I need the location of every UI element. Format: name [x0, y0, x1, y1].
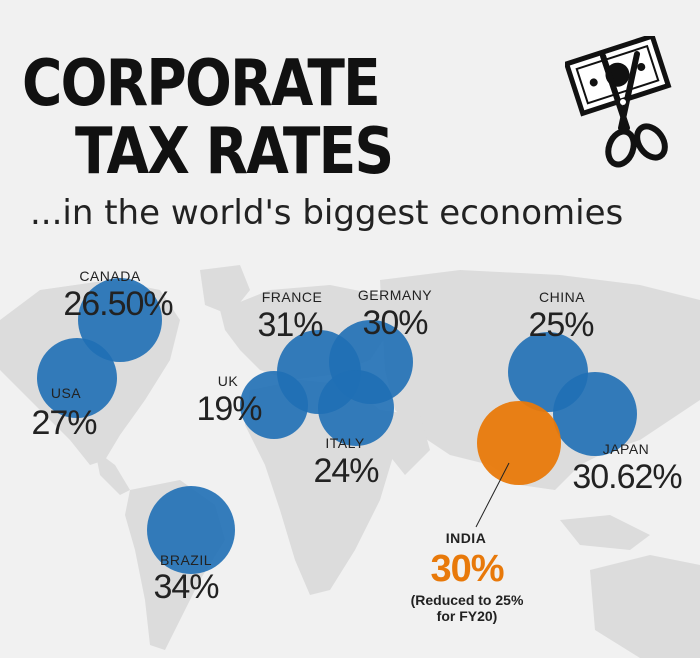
bubble-usa — [37, 338, 117, 418]
bubble-japan — [553, 372, 637, 456]
country-name-germany: GERMANY — [357, 287, 433, 303]
tax-rate-italy: 24% — [313, 452, 379, 490]
tax-rate-japan: 30.62% — [572, 458, 682, 496]
tax-rate-france: 31% — [257, 306, 323, 344]
india-note-line-2: for FY20) — [436, 608, 498, 624]
subtitle: ...in the world's biggest economies — [30, 193, 624, 233]
title-line-2: TAX RATES — [75, 115, 394, 189]
tax-rate-brazil: 34% — [153, 568, 219, 606]
india-leader-line — [475, 462, 510, 528]
bubble-italy — [318, 370, 394, 446]
title-line-1: CORPORATE — [22, 47, 381, 121]
tax-rate-canada: 26.50% — [63, 285, 173, 323]
tax-rate-usa: 27% — [31, 404, 97, 442]
country-name-uk: UK — [217, 373, 239, 389]
country-name-brazil: BRAZIL — [159, 552, 213, 568]
bubble-brazil — [147, 486, 235, 574]
tax-rate-uk: 19% — [196, 390, 262, 428]
country-name-china: CHINA — [538, 289, 586, 305]
tax-rate-india: 30% — [430, 548, 504, 590]
india-note-line-1: (Reduced to 25% — [410, 592, 524, 608]
bubble-india — [477, 401, 561, 485]
india-note: (Reduced to 25% for FY20) — [411, 592, 524, 624]
money-scissors-icon — [565, 36, 672, 168]
tax-rate-china: 25% — [528, 306, 594, 344]
country-name-canada: CANADA — [79, 268, 141, 284]
country-name-usa: USA — [50, 385, 82, 401]
country-name-france: FRANCE — [261, 289, 323, 305]
country-name-italy: ITALY — [325, 435, 365, 451]
country-name-japan: JAPAN — [602, 441, 650, 457]
country-name-india: INDIA — [445, 530, 487, 546]
tax-rate-germany: 30% — [362, 304, 428, 342]
bubble-canada — [78, 278, 162, 362]
